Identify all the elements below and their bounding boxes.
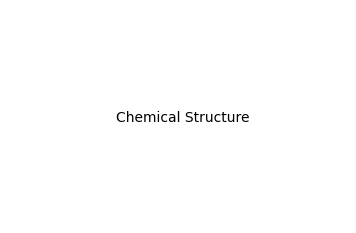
Text: Chemical Structure: Chemical Structure [116,111,249,125]
